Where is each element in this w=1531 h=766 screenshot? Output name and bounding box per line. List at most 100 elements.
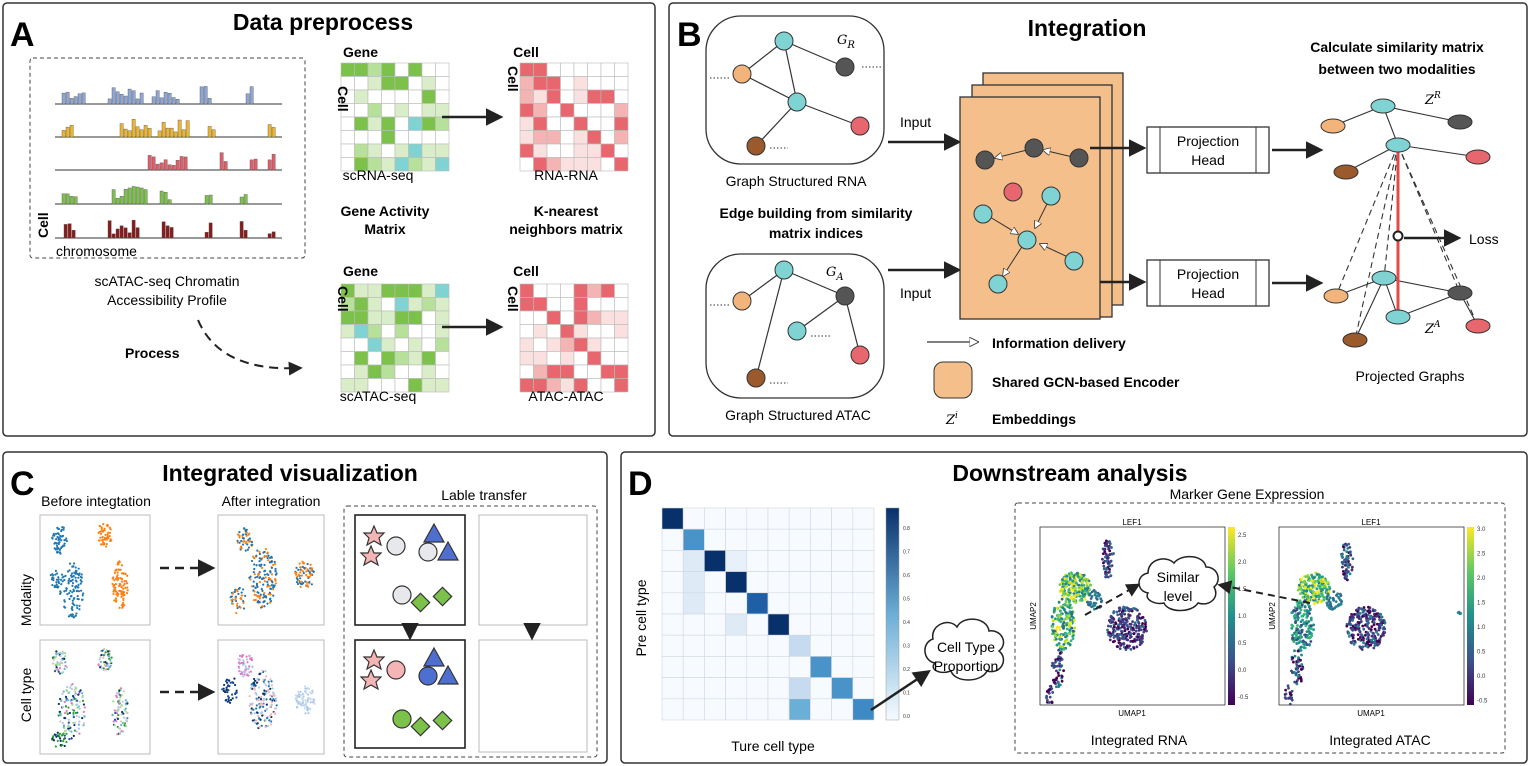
marker-point xyxy=(1306,614,1310,618)
graph-rna-node xyxy=(746,136,766,156)
marker-point xyxy=(1059,613,1063,617)
encoder-node xyxy=(1064,251,1084,271)
marker-point xyxy=(1304,575,1308,578)
heatmap-cell xyxy=(767,571,790,594)
umap-point xyxy=(270,680,273,683)
umap-point xyxy=(263,550,266,554)
shapes-after xyxy=(359,646,460,737)
heatmap-cell xyxy=(704,550,726,572)
marker-point xyxy=(1314,583,1317,587)
heatmap-cell xyxy=(746,571,769,594)
marker-point xyxy=(1299,646,1303,649)
heatmap-cell xyxy=(810,613,832,636)
marker-point xyxy=(1346,570,1350,573)
umap-point xyxy=(244,530,247,533)
cloud-similar-1: Similar xyxy=(1157,569,1200,585)
umap-point xyxy=(100,527,103,530)
umap-point xyxy=(240,672,243,675)
g-a-symbol: GA xyxy=(826,265,844,283)
marker-point xyxy=(1062,592,1066,596)
umap-point xyxy=(272,698,275,701)
marker-point xyxy=(1089,597,1093,600)
umap-point xyxy=(74,711,77,715)
umap-point xyxy=(54,573,57,576)
heatmap-cell xyxy=(682,656,705,678)
umap-point xyxy=(63,600,66,603)
similar-level-cloud xyxy=(1138,555,1219,612)
input-label-bottom: Input xyxy=(900,285,931,301)
heatmap-cell xyxy=(852,571,875,594)
proj-top-2: Head xyxy=(1191,152,1224,168)
matrix-cell xyxy=(354,324,369,339)
heatmap-cell xyxy=(788,528,811,551)
matrix-cell xyxy=(367,130,382,145)
umap-point xyxy=(262,705,265,709)
atac-colorbar-tick: 0.5 xyxy=(1477,650,1486,656)
umap-point xyxy=(259,595,262,598)
heatmap-cell xyxy=(831,677,854,700)
umap-point xyxy=(252,585,255,588)
marker-point xyxy=(1104,555,1107,559)
matrix-cell xyxy=(354,297,369,312)
umap-point xyxy=(242,607,246,610)
marker-point xyxy=(1127,616,1131,620)
umap-point xyxy=(56,546,59,549)
z-a-symbol: ZA xyxy=(1424,320,1441,337)
umap-point xyxy=(252,598,256,602)
heatmap-cell xyxy=(810,507,832,530)
matrix-cell xyxy=(533,283,548,298)
marker-point xyxy=(1142,628,1146,631)
panel-d-letter: D xyxy=(628,465,653,503)
umap-point xyxy=(261,605,264,608)
matrix-cell xyxy=(435,89,450,104)
marker-point xyxy=(1074,581,1078,585)
marker-point xyxy=(1299,577,1303,581)
marker-point xyxy=(1305,643,1309,647)
marker-point xyxy=(1290,698,1294,702)
matrix-cell xyxy=(354,143,369,158)
marker-point xyxy=(1330,605,1333,608)
heatmap-cell xyxy=(661,698,684,721)
encoder-node xyxy=(973,204,993,224)
z-r-symbol: ZR xyxy=(1424,91,1441,108)
marker-point xyxy=(1109,559,1113,563)
umap-point xyxy=(64,606,67,609)
profile-peak-bar xyxy=(163,91,168,105)
umap-point xyxy=(99,543,103,546)
matrix-cell xyxy=(600,324,615,339)
umap-point xyxy=(70,572,74,575)
umap-point xyxy=(65,666,69,669)
profile-peak-bar xyxy=(123,189,128,205)
heatmap-cell xyxy=(746,592,769,615)
legend-encoder-label: Shared GCN-based Encoder xyxy=(992,374,1180,390)
marker-point xyxy=(1306,610,1309,614)
umap-point xyxy=(268,585,271,588)
graph-rna-node xyxy=(732,64,752,84)
marker-point xyxy=(1058,644,1062,648)
marker-point xyxy=(1057,674,1061,677)
umap-point xyxy=(243,527,246,530)
umap-point xyxy=(69,699,72,702)
umap-point xyxy=(113,724,116,727)
marker-point xyxy=(1325,581,1329,585)
umap-point xyxy=(274,569,277,573)
proj-node xyxy=(1342,332,1368,348)
umap-point xyxy=(115,575,119,579)
heatmap-cell xyxy=(788,656,811,678)
marker-point xyxy=(1350,568,1354,572)
marker-point xyxy=(1299,679,1303,683)
umap-point xyxy=(63,652,67,655)
profile-peak-bar xyxy=(139,187,144,205)
marker-point xyxy=(1069,587,1073,590)
marker-point xyxy=(1379,612,1383,616)
marker-point xyxy=(1375,614,1378,618)
proj-node xyxy=(1385,137,1411,153)
marker-point xyxy=(1109,574,1113,578)
umap-point xyxy=(255,704,258,707)
marker-point xyxy=(1303,605,1307,608)
umap-point xyxy=(274,707,277,710)
umap-point xyxy=(298,581,301,584)
z-i-symbol: Zi xyxy=(945,411,958,428)
umap-point xyxy=(119,731,122,734)
umap-point xyxy=(274,579,277,582)
